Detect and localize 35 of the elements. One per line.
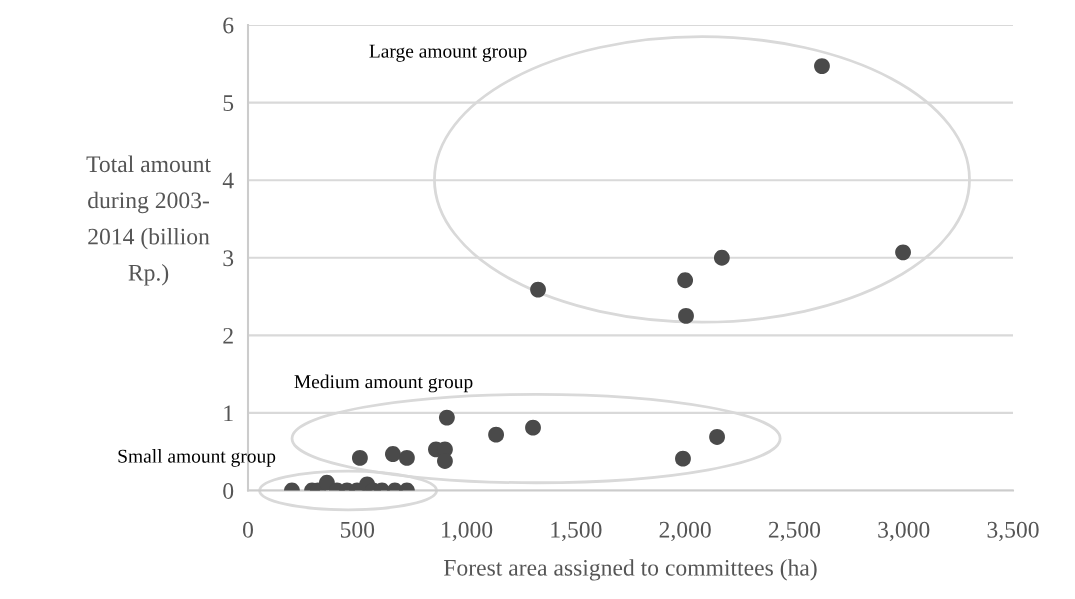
y-tick-label: 6 [223, 17, 234, 34]
x-tick-label: 1,500 [551, 521, 602, 542]
x-tick-label: 2,500 [768, 521, 821, 542]
y-tick-label: 2 [223, 327, 233, 344]
point [351, 450, 368, 466]
point [488, 426, 504, 443]
y-tick-label: 1 [224, 405, 233, 422]
x-tick-label: 1,000 [442, 521, 493, 542]
point [814, 58, 830, 75]
x-tick-label: 2,000 [659, 521, 711, 542]
point [530, 281, 546, 298]
point [895, 244, 911, 261]
y-tick-label: 3 [223, 250, 234, 267]
y-tick-label: 0 [223, 482, 234, 499]
point [437, 453, 453, 469]
x-tick-label: 3,000 [878, 521, 930, 542]
x-tick-label: 0 [243, 521, 253, 538]
point [398, 450, 415, 466]
x-tick-label: 500 [340, 521, 375, 538]
point [384, 446, 401, 462]
x-tick-label: 3,500 [987, 521, 1039, 542]
point [677, 272, 694, 289]
annotation: Medium amount group [294, 374, 473, 393]
annotation: Small amount group [118, 449, 276, 467]
y-tick-label: 5 [223, 95, 234, 112]
annotation: Large amount group [369, 44, 527, 62]
y-tick-label: 4 [222, 172, 234, 189]
point [713, 249, 730, 266]
point [438, 409, 455, 426]
point [525, 419, 541, 436]
point [678, 308, 694, 324]
x-axis-title: Forest area assigned to committees (ha) [443, 559, 817, 581]
point [709, 429, 725, 445]
y-axis-title: Total amount during 2003- 2014 (billion Rp.) [86, 155, 211, 286]
point [675, 450, 691, 467]
